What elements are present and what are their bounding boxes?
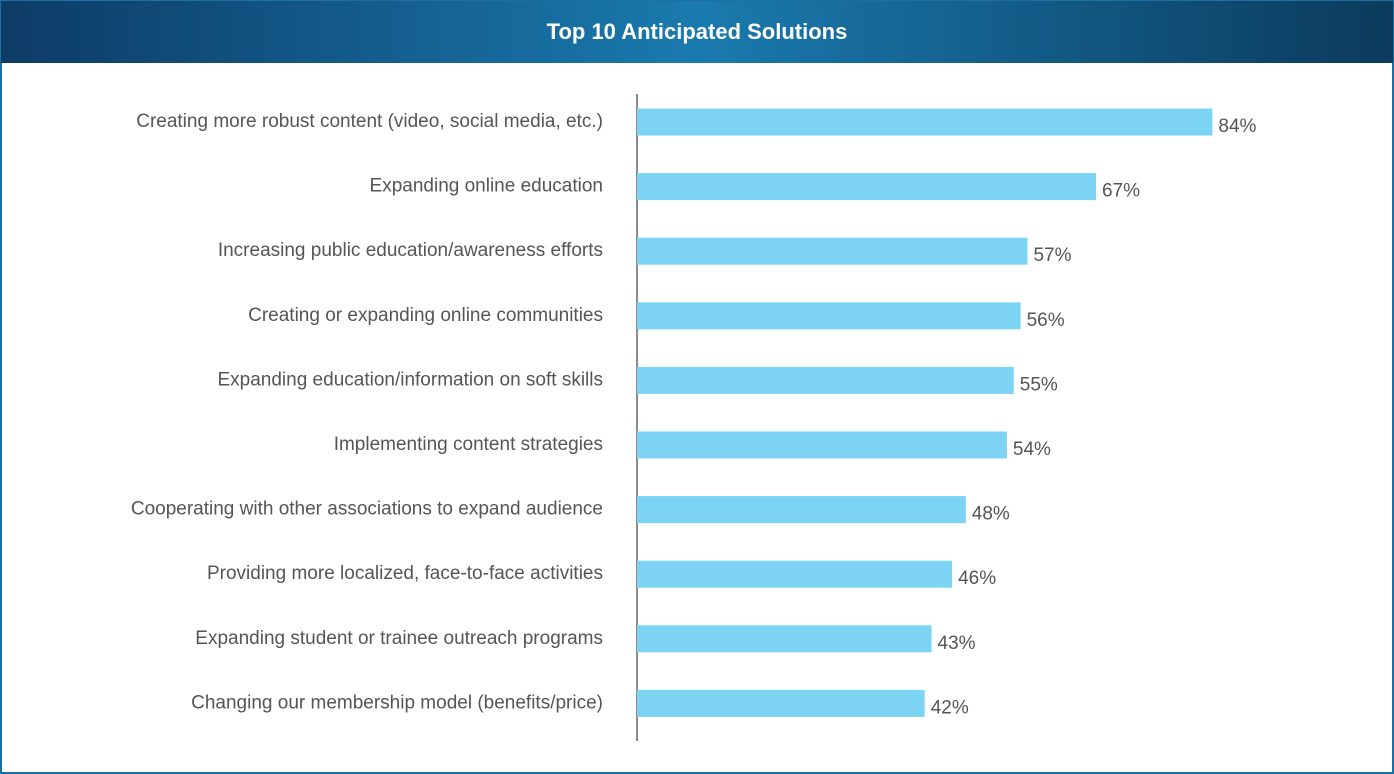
category-label: Changing our membership model (benefits/…: [191, 692, 603, 713]
category-label: Providing more localized, face-to-face a…: [207, 563, 603, 584]
bar: [637, 302, 1021, 330]
header: [1, 1, 1393, 63]
category-label: Creating more robust content (video, soc…: [136, 111, 603, 132]
value-label: 43%: [938, 633, 976, 654]
bar: [637, 366, 1014, 394]
bar: [637, 237, 1028, 265]
value-label: 57%: [1033, 245, 1071, 266]
bar: [637, 625, 932, 653]
value-label: 84%: [1218, 116, 1256, 137]
bar: [637, 173, 1096, 201]
value-label: 54%: [1013, 439, 1051, 460]
bar: [637, 431, 1007, 459]
value-label: 56%: [1027, 310, 1065, 331]
chart-title: Top 10 Anticipated Solutions: [547, 19, 848, 44]
category-label: Implementing content strategies: [334, 434, 603, 455]
bar: [637, 560, 953, 588]
value-label: 55%: [1020, 374, 1058, 395]
bar: [637, 689, 925, 717]
value-label: 42%: [931, 697, 969, 718]
category-label: Expanding student or trainee outreach pr…: [195, 628, 603, 649]
category-label: Expanding online education: [370, 176, 603, 197]
value-label: 67%: [1102, 181, 1140, 202]
category-label: Creating or expanding online communities: [248, 305, 603, 326]
category-label: Cooperating with other associations to e…: [131, 499, 603, 520]
value-label: 46%: [958, 568, 996, 589]
value-label: 48%: [972, 504, 1010, 525]
bar: [637, 108, 1213, 136]
category-label: Increasing public education/awareness ef…: [218, 240, 603, 261]
bar: [637, 496, 966, 524]
category-label: Expanding education/information on soft …: [217, 369, 603, 390]
